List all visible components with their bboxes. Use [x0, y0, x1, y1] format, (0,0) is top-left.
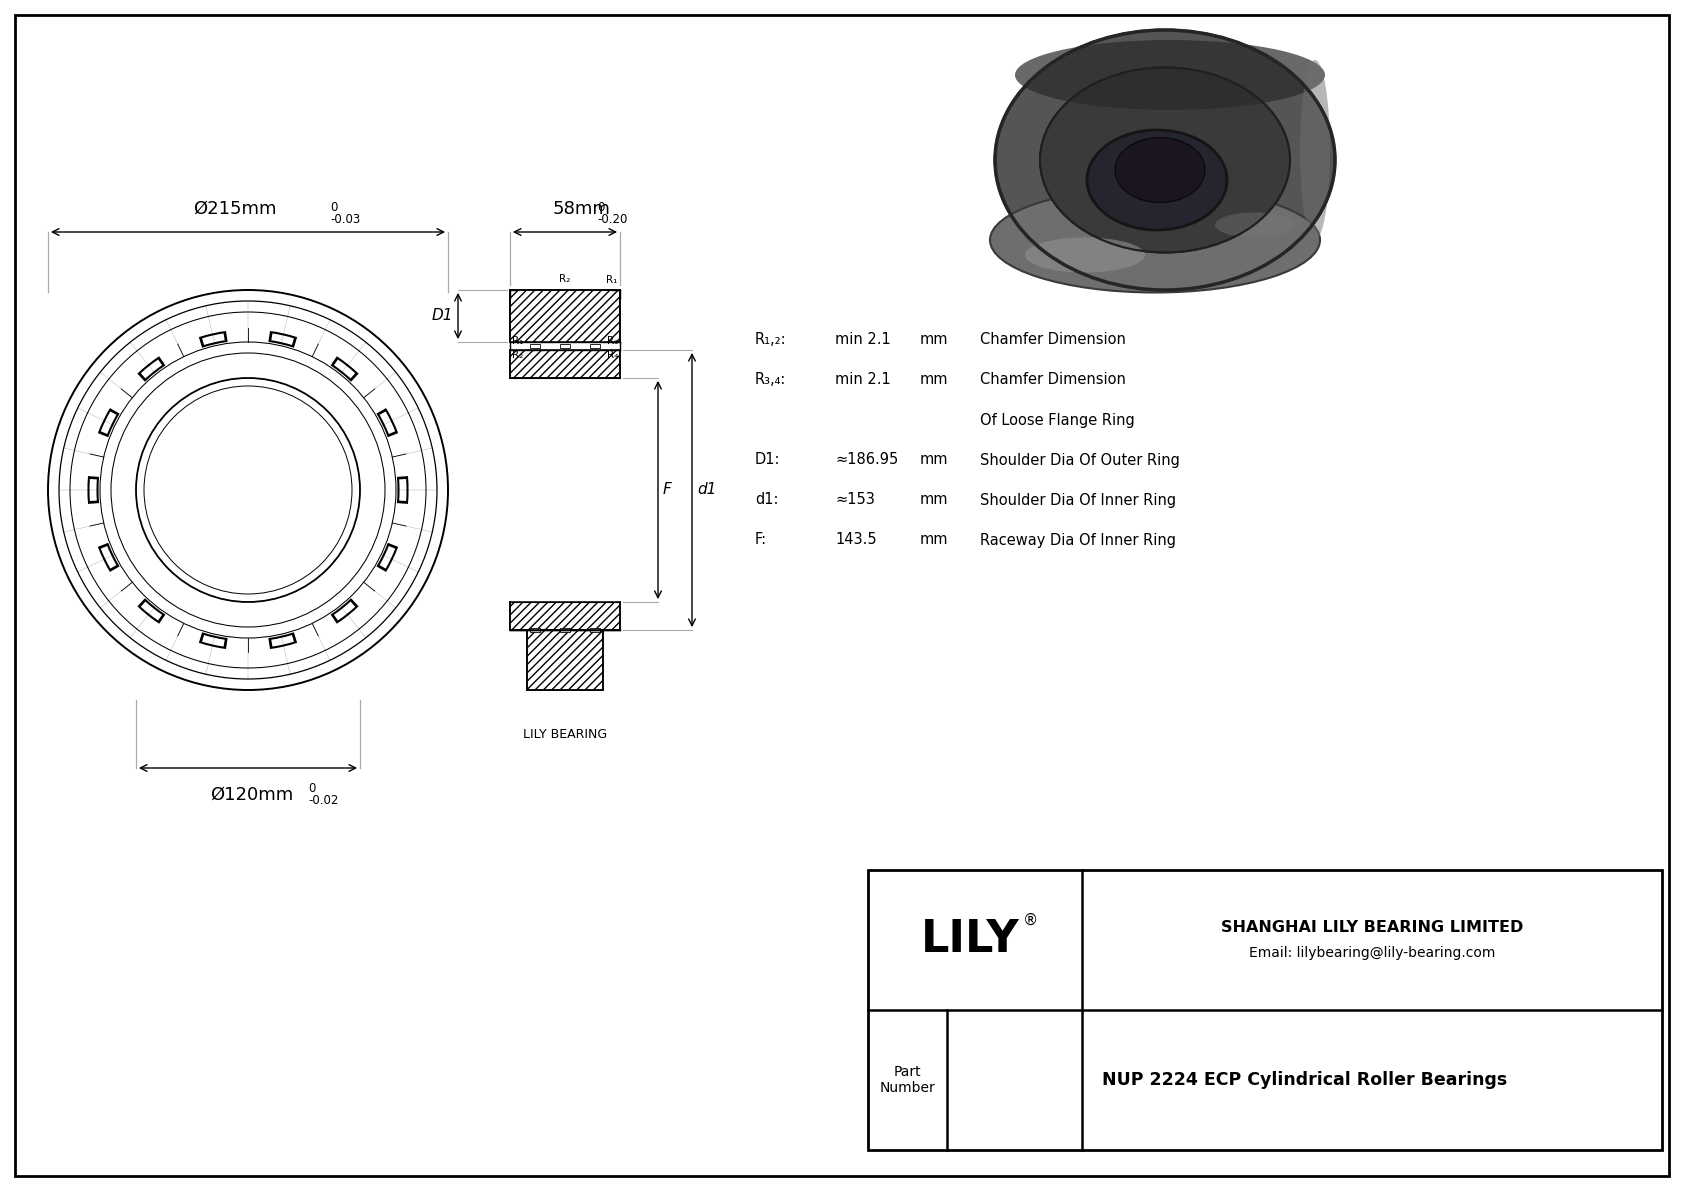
Text: 0: 0 — [330, 201, 337, 214]
Ellipse shape — [1026, 237, 1145, 273]
Text: ®: ® — [1024, 912, 1039, 928]
Text: F: F — [663, 482, 672, 498]
Bar — [530, 628, 541, 632]
Text: R₃: R₃ — [606, 336, 618, 347]
Bar — [561, 344, 569, 348]
Ellipse shape — [995, 30, 1335, 289]
Text: Raceway Dia Of Inner Ring: Raceway Dia Of Inner Ring — [980, 532, 1175, 548]
Ellipse shape — [1086, 130, 1228, 230]
Text: D1:: D1: — [754, 453, 780, 468]
Text: Shoulder Dia Of Outer Ring: Shoulder Dia Of Outer Ring — [980, 453, 1180, 468]
Text: R₂: R₂ — [512, 350, 524, 360]
Text: mm: mm — [919, 453, 948, 468]
Text: mm: mm — [919, 373, 948, 387]
Text: R₄: R₄ — [606, 350, 618, 360]
Polygon shape — [527, 630, 603, 690]
Text: -0.02: -0.02 — [308, 794, 338, 807]
Text: LILY BEARING: LILY BEARING — [524, 728, 606, 741]
Bar — [867, 869, 1662, 1151]
Text: NUP 2224 ECP Cylindrical Roller Bearings: NUP 2224 ECP Cylindrical Roller Bearings — [1101, 1071, 1507, 1089]
Ellipse shape — [1041, 68, 1290, 252]
Text: d1:: d1: — [754, 493, 778, 507]
Bar — [530, 344, 541, 348]
Ellipse shape — [990, 187, 1320, 293]
Text: d1: d1 — [697, 482, 716, 498]
Text: Ø120mm: Ø120mm — [210, 786, 293, 804]
Polygon shape — [510, 601, 620, 630]
Text: R₁: R₁ — [606, 275, 616, 285]
Ellipse shape — [1015, 40, 1325, 110]
Polygon shape — [510, 378, 620, 601]
Text: Part
Number: Part Number — [879, 1065, 936, 1095]
Text: -0.03: -0.03 — [330, 213, 360, 226]
Text: 0: 0 — [308, 782, 315, 796]
Text: mm: mm — [919, 493, 948, 507]
Bar — [561, 628, 569, 632]
Text: R₃,₄:: R₃,₄: — [754, 373, 786, 387]
Text: R₁: R₁ — [512, 336, 524, 347]
Text: min 2.1: min 2.1 — [835, 332, 891, 348]
Text: ≈153: ≈153 — [835, 493, 876, 507]
Text: R₁,₂:: R₁,₂: — [754, 332, 786, 348]
Text: F:: F: — [754, 532, 768, 548]
Text: min 2.1: min 2.1 — [835, 373, 891, 387]
Ellipse shape — [1214, 212, 1295, 237]
Text: 58mm: 58mm — [552, 200, 611, 218]
Text: R₂: R₂ — [559, 274, 571, 283]
Text: Email: lilybearing@lily-bearing.com: Email: lilybearing@lily-bearing.com — [1250, 946, 1495, 960]
Text: Of Loose Flange Ring: Of Loose Flange Ring — [980, 412, 1135, 428]
Ellipse shape — [1115, 137, 1206, 202]
Ellipse shape — [1300, 60, 1330, 241]
Polygon shape — [510, 350, 620, 378]
Text: Chamfer Dimension: Chamfer Dimension — [980, 332, 1127, 348]
Text: 0: 0 — [598, 201, 605, 214]
Text: Shoulder Dia Of Inner Ring: Shoulder Dia Of Inner Ring — [980, 493, 1175, 507]
Text: -0.20: -0.20 — [598, 213, 628, 226]
Text: 143.5: 143.5 — [835, 532, 877, 548]
Text: D1: D1 — [431, 308, 453, 324]
Text: mm: mm — [919, 532, 948, 548]
Text: Chamfer Dimension: Chamfer Dimension — [980, 373, 1127, 387]
Text: mm: mm — [919, 332, 948, 348]
Text: ≈186.95: ≈186.95 — [835, 453, 898, 468]
Polygon shape — [510, 342, 620, 350]
Text: Ø215mm: Ø215mm — [194, 200, 276, 218]
Text: LILY: LILY — [921, 918, 1019, 961]
Bar — [591, 344, 600, 348]
Polygon shape — [510, 289, 620, 342]
Text: SHANGHAI LILY BEARING LIMITED: SHANGHAI LILY BEARING LIMITED — [1221, 919, 1524, 935]
Bar — [591, 628, 600, 632]
